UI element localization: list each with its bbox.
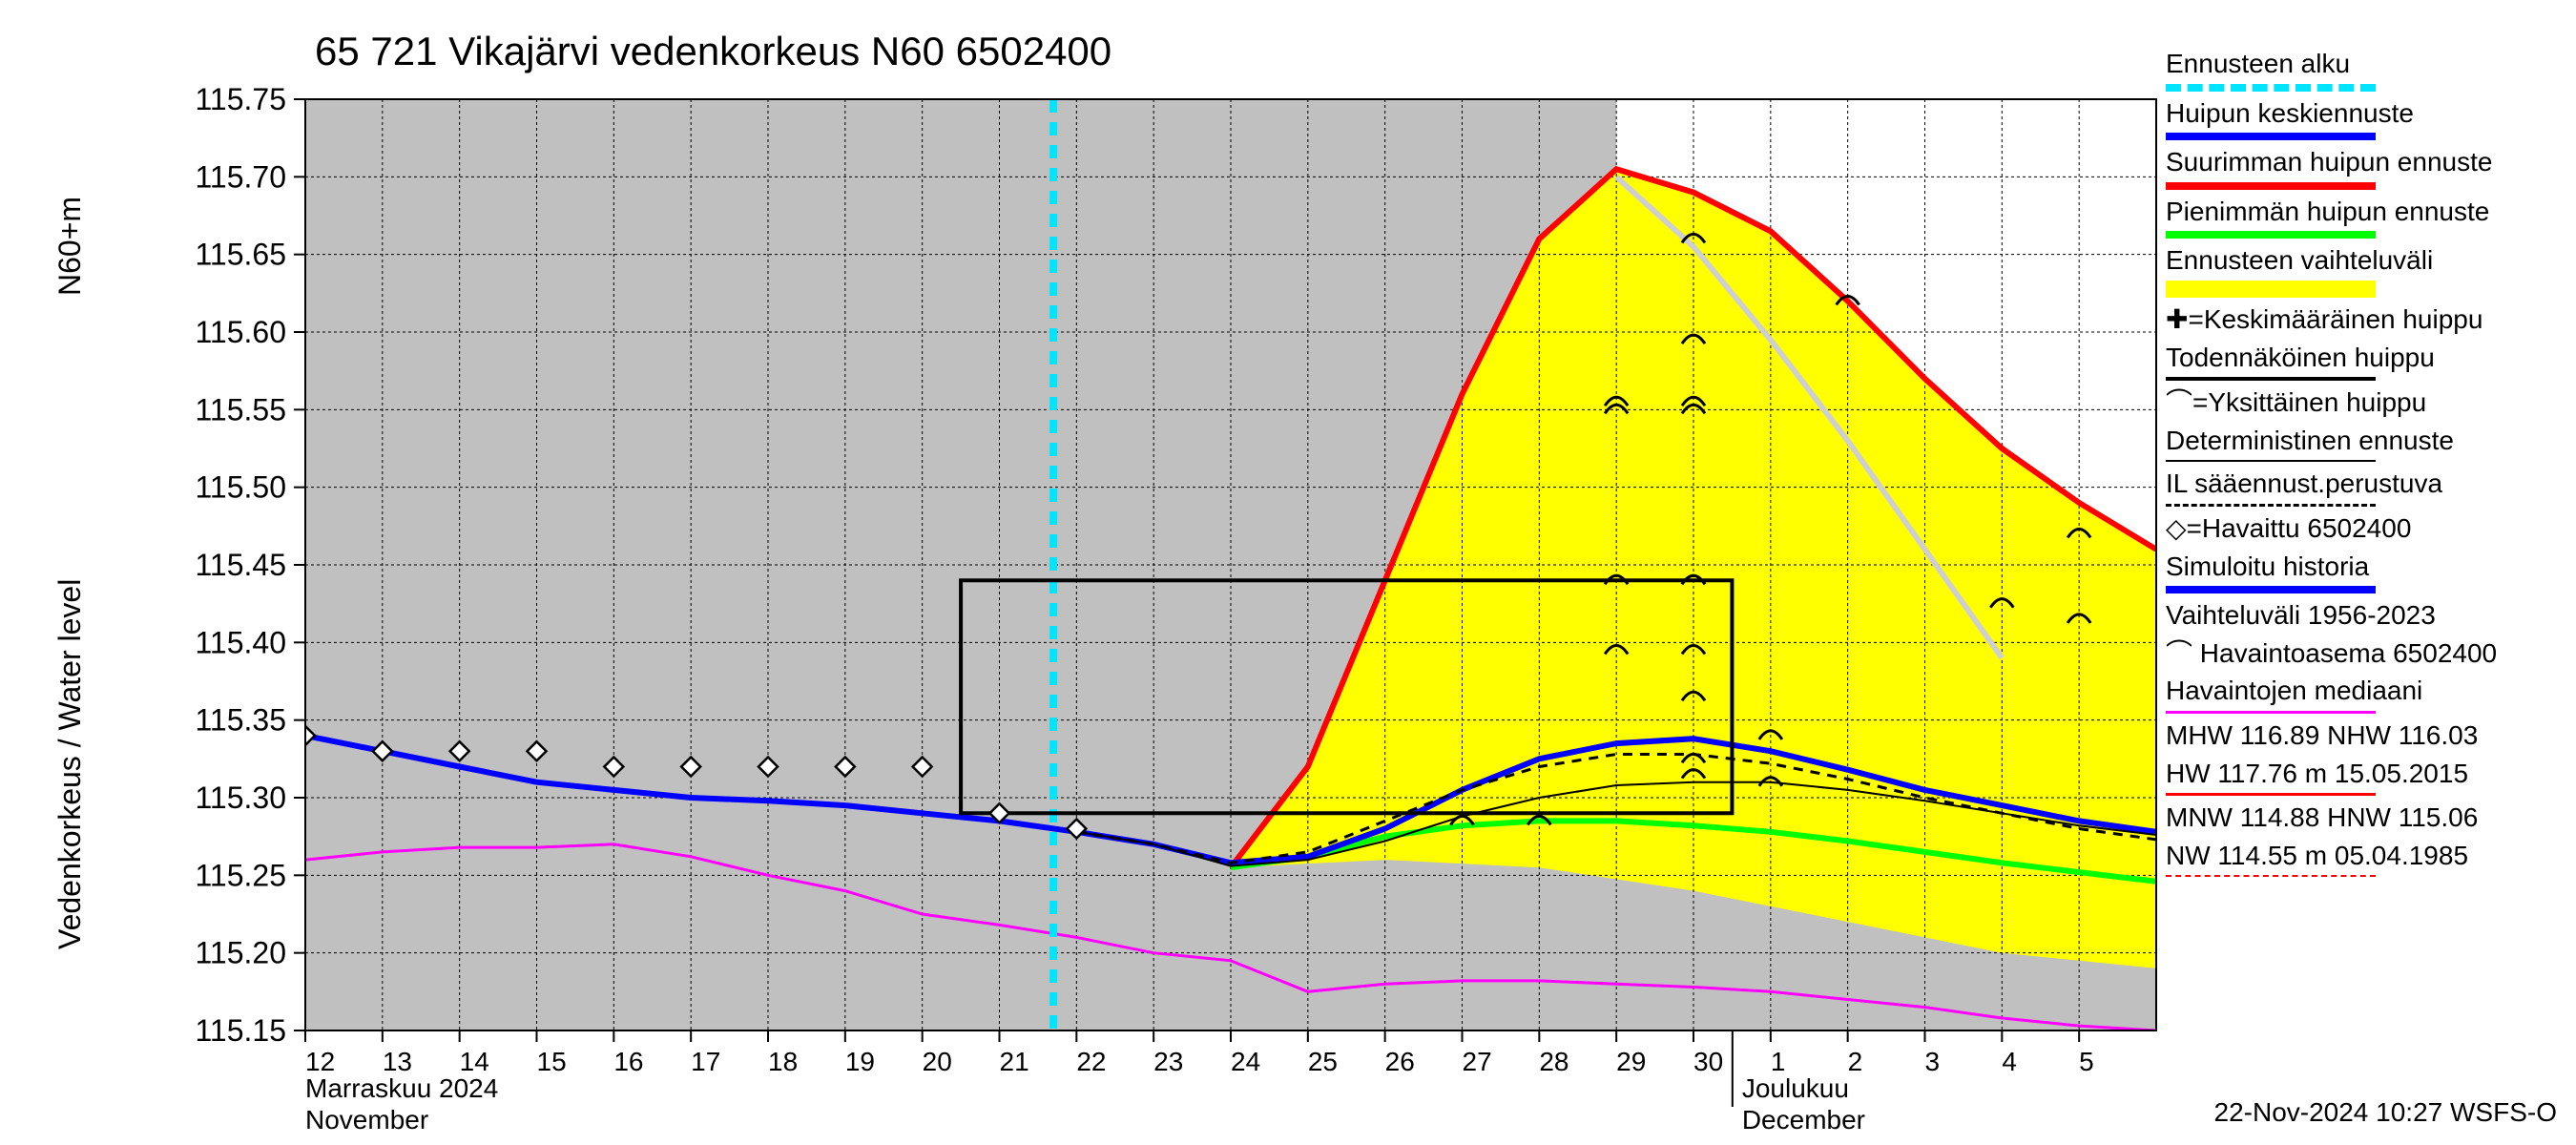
svg-text:28: 28 bbox=[1539, 1047, 1568, 1076]
svg-text:115.50: 115.50 bbox=[196, 470, 287, 505]
legend-swatch bbox=[2166, 377, 2376, 381]
svg-text:20: 20 bbox=[923, 1047, 952, 1076]
legend-swatch bbox=[2166, 586, 2376, 593]
legend-label: ◇=Havaittu 6502400 bbox=[2166, 512, 2497, 545]
svg-text:26: 26 bbox=[1385, 1047, 1415, 1076]
legend-swatch bbox=[2166, 793, 2376, 796]
legend-item: MNW 114.88 HNW 115.06 bbox=[2166, 802, 2497, 834]
month2-fi: Joulukuu bbox=[1742, 1073, 1849, 1104]
legend-label: Ennusteen vaihteluväli bbox=[2166, 244, 2497, 277]
svg-text:115.60: 115.60 bbox=[196, 315, 287, 349]
legend-label: Simuloitu historia bbox=[2166, 551, 2497, 583]
legend-label: Todennäköinen huippu bbox=[2166, 342, 2497, 374]
legend-item: IL sääennust.perustuva bbox=[2166, 468, 2497, 507]
svg-text:115.40: 115.40 bbox=[196, 625, 287, 659]
chart-title: 65 721 Vikajärvi vedenkorkeus N60 650240… bbox=[315, 29, 1111, 74]
legend-item: Simuloitu historia bbox=[2166, 551, 2497, 594]
svg-text:12: 12 bbox=[305, 1047, 335, 1076]
legend-label: Pienimmän huipun ennuste bbox=[2166, 196, 2497, 228]
legend-item: Suurimman huipun ennuste bbox=[2166, 146, 2497, 190]
svg-text:16: 16 bbox=[613, 1047, 643, 1076]
legend-label: IL sääennust.perustuva bbox=[2166, 468, 2497, 500]
legend-swatch bbox=[2166, 281, 2376, 298]
svg-text:27: 27 bbox=[1463, 1047, 1492, 1076]
legend-swatch bbox=[2166, 133, 2376, 140]
footer-timestamp: 22-Nov-2024 10:27 WSFS-O bbox=[2214, 1097, 2558, 1128]
svg-text:115.35: 115.35 bbox=[196, 703, 287, 738]
legend-label: MNW 114.88 HNW 115.06 bbox=[2166, 802, 2497, 834]
legend-label: Ennusteen alku bbox=[2166, 48, 2497, 80]
svg-text:14: 14 bbox=[460, 1047, 489, 1076]
legend-item: Ennusteen alku bbox=[2166, 48, 2497, 92]
legend-label: ⌒=Yksittäinen huippu bbox=[2166, 386, 2497, 419]
svg-text:115.75: 115.75 bbox=[196, 82, 287, 116]
svg-text:21: 21 bbox=[1000, 1047, 1029, 1076]
svg-text:2: 2 bbox=[1848, 1047, 1863, 1076]
legend-swatch bbox=[2166, 711, 2376, 714]
legend-label: Vaihteluväli 1956-2023 bbox=[2166, 599, 2497, 632]
svg-text:115.55: 115.55 bbox=[196, 392, 287, 427]
svg-text:22: 22 bbox=[1076, 1047, 1106, 1076]
legend-item: ⌒=Yksittäinen huippu bbox=[2166, 386, 2497, 419]
legend-swatch bbox=[2166, 460, 2376, 462]
svg-text:19: 19 bbox=[845, 1047, 875, 1076]
svg-text:115.65: 115.65 bbox=[196, 238, 287, 272]
legend-item: NW 114.55 m 05.04.1985 bbox=[2166, 840, 2497, 878]
legend-label: ✚=Keskimääräinen huippu bbox=[2166, 303, 2497, 336]
legend-swatch bbox=[2166, 84, 2376, 92]
legend-item: ◇=Havaittu 6502400 bbox=[2166, 512, 2497, 545]
svg-text:115.30: 115.30 bbox=[196, 781, 287, 815]
svg-text:5: 5 bbox=[2079, 1047, 2094, 1076]
svg-text:4: 4 bbox=[2002, 1047, 2017, 1076]
svg-text:115.25: 115.25 bbox=[196, 858, 287, 892]
legend-item: Havaintojen mediaani bbox=[2166, 675, 2497, 714]
svg-text:15: 15 bbox=[537, 1047, 567, 1076]
legend-item: HW 117.76 m 15.05.2015 bbox=[2166, 758, 2497, 797]
legend-item: Huipun keskiennuste bbox=[2166, 97, 2497, 141]
legend-item: Todennäköinen huippu bbox=[2166, 342, 2497, 382]
legend-label: NW 114.55 m 05.04.1985 bbox=[2166, 840, 2497, 872]
legend-label: Suurimman huipun ennuste bbox=[2166, 146, 2497, 178]
legend-label: ⌒ Havaintoasema 6502400 bbox=[2166, 637, 2497, 670]
svg-text:24: 24 bbox=[1231, 1047, 1260, 1076]
svg-text:115.15: 115.15 bbox=[196, 1013, 287, 1048]
svg-text:1: 1 bbox=[1771, 1047, 1786, 1076]
legend-label: Deterministinen ennuste bbox=[2166, 425, 2497, 457]
legend-label: MHW 116.89 NHW 116.03 bbox=[2166, 719, 2497, 752]
svg-text:3: 3 bbox=[1925, 1047, 1941, 1076]
legend-item: Ennusteen vaihteluväli bbox=[2166, 244, 2497, 298]
legend-item: ⌒ Havaintoasema 6502400 bbox=[2166, 637, 2497, 670]
legend-item: MHW 116.89 NHW 116.03 bbox=[2166, 719, 2497, 752]
legend-item: Deterministinen ennuste bbox=[2166, 425, 2497, 463]
svg-text:30: 30 bbox=[1693, 1047, 1723, 1076]
svg-text:25: 25 bbox=[1308, 1047, 1338, 1076]
legend-swatch bbox=[2166, 504, 2376, 507]
svg-text:115.70: 115.70 bbox=[196, 159, 287, 194]
svg-text:13: 13 bbox=[383, 1047, 412, 1076]
month1-fi: Marraskuu 2024 bbox=[305, 1073, 498, 1104]
svg-text:115.45: 115.45 bbox=[196, 548, 287, 582]
svg-text:115.20: 115.20 bbox=[196, 936, 287, 970]
legend-swatch bbox=[2166, 182, 2376, 190]
month2-en: December bbox=[1742, 1105, 1865, 1135]
legend-label: Huipun keskiennuste bbox=[2166, 97, 2497, 130]
svg-text:18: 18 bbox=[768, 1047, 798, 1076]
month1-en: November bbox=[305, 1105, 428, 1135]
chart-container: 65 721 Vikajärvi vedenkorkeus N60 650240… bbox=[0, 0, 2576, 1145]
svg-text:17: 17 bbox=[691, 1047, 720, 1076]
legend-item: Pienimmän huipun ennuste bbox=[2166, 196, 2497, 239]
legend-swatch bbox=[2166, 875, 2376, 877]
svg-text:29: 29 bbox=[1616, 1047, 1646, 1076]
legend-swatch bbox=[2166, 231, 2376, 239]
legend-label: HW 117.76 m 15.05.2015 bbox=[2166, 758, 2497, 790]
svg-text:23: 23 bbox=[1153, 1047, 1183, 1076]
y-axis-unit: N60+m bbox=[52, 197, 88, 296]
legend-label: Havaintojen mediaani bbox=[2166, 675, 2497, 707]
legend: Ennusteen alku Huipun keskiennuste Suurimm… bbox=[2166, 48, 2497, 883]
legend-item: ✚=Keskimääräinen huippu bbox=[2166, 303, 2497, 336]
legend-item: Vaihteluväli 1956-2023 bbox=[2166, 599, 2497, 632]
y-axis-label: Vedenkorkeus / Water level bbox=[52, 579, 88, 949]
